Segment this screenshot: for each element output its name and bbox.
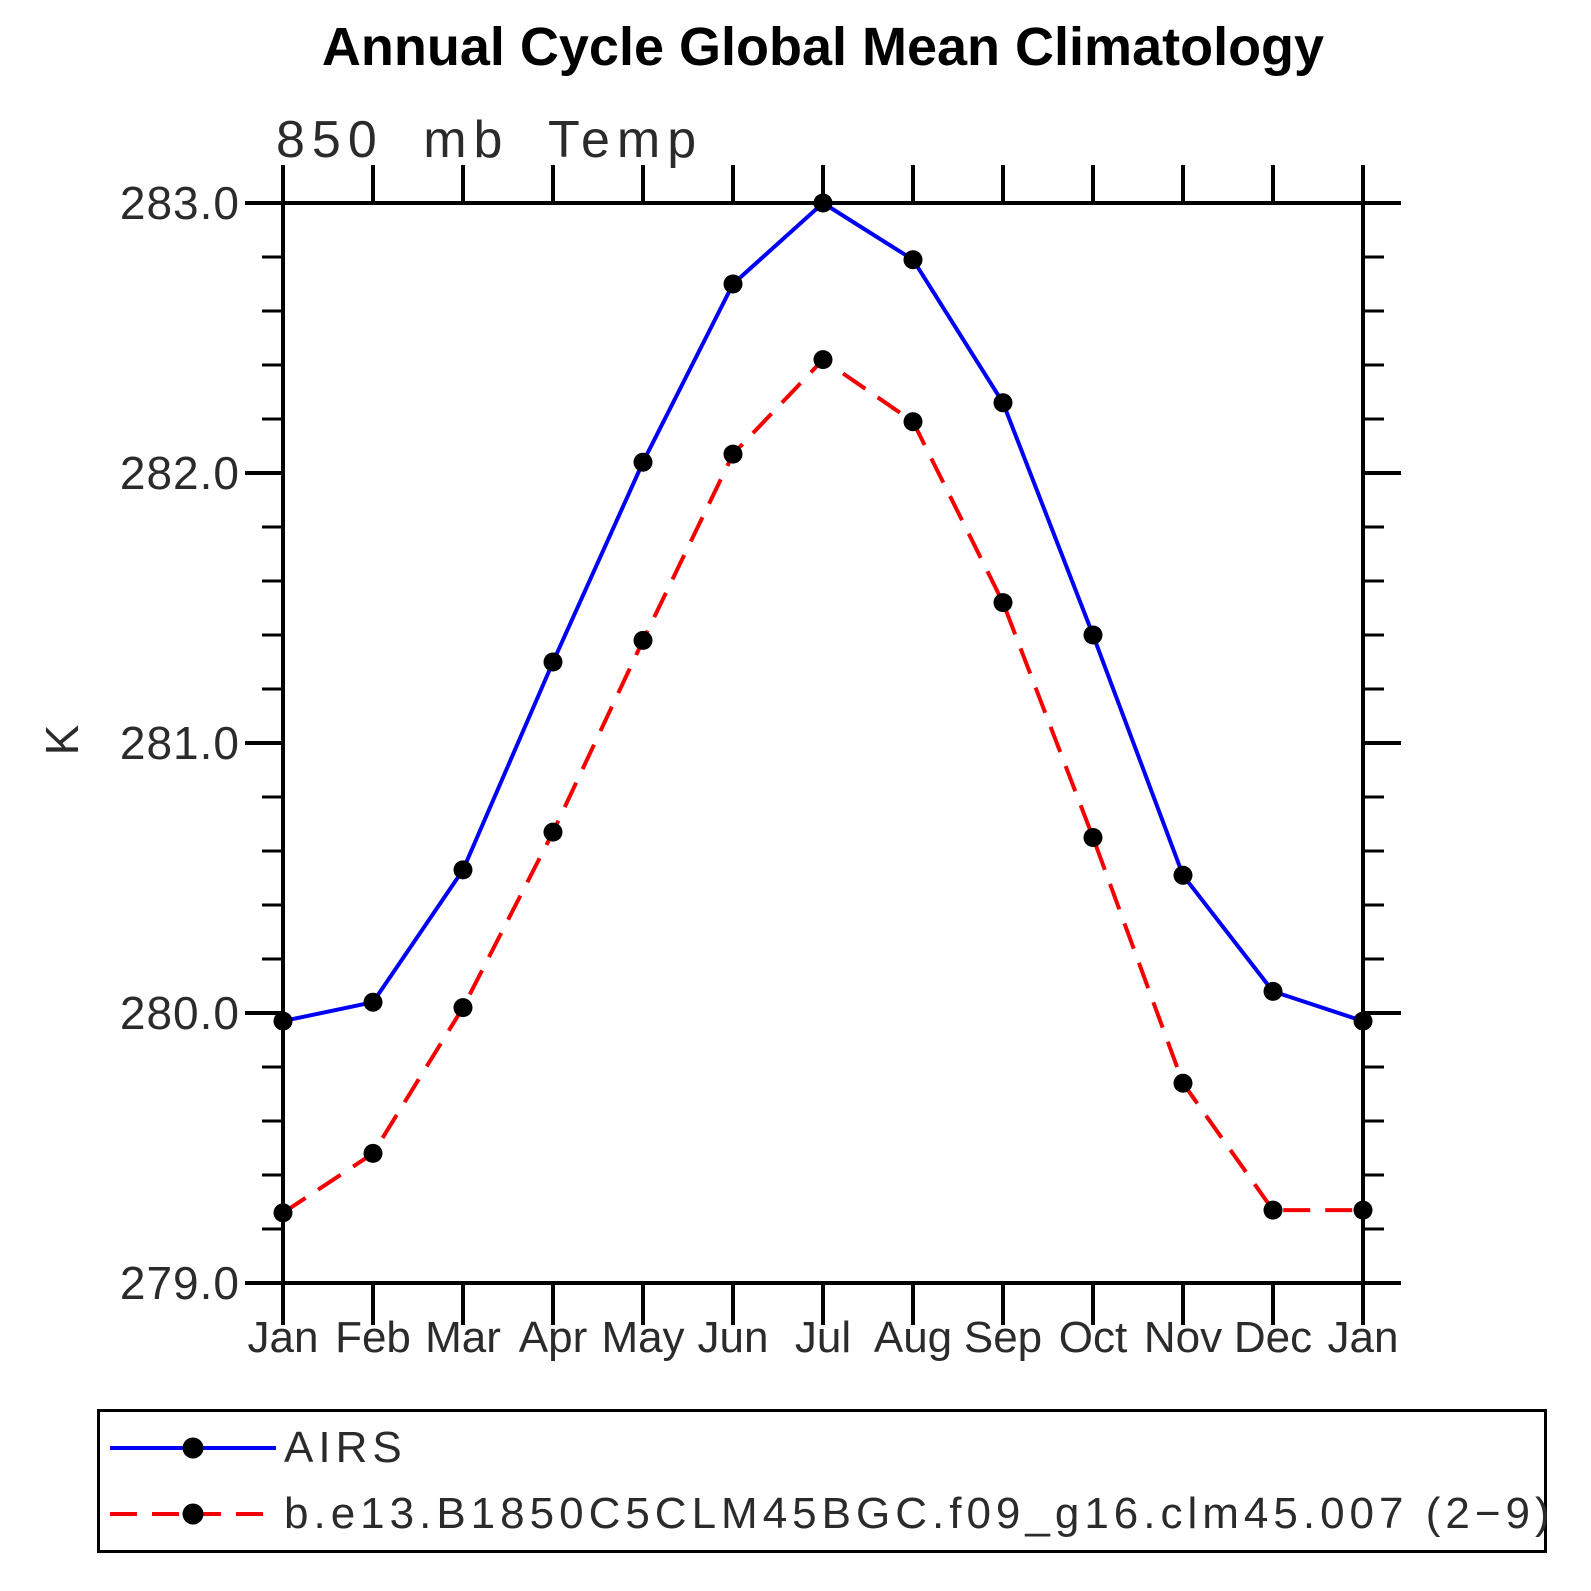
y-tick-label: 280.0 [120,987,240,1039]
x-tick-label: Dec [1234,1313,1312,1362]
data-point-marker [363,992,383,1012]
data-point-marker [273,1203,293,1223]
y-tick-label: 279.0 [120,1257,240,1309]
data-point-marker [633,630,653,650]
chart-title: Annual Cycle Global Mean Climatology [321,17,1325,77]
data-point-marker [1083,828,1103,847]
legend-label-model: b.e13.B1850C5CLM45BGC.f09_g16.clm45.007 … [284,1489,1555,1538]
data-point-marker [633,452,653,472]
y-tick-label: 283.0 [120,177,240,229]
legend-line-dashed-sample [110,1503,276,1525]
data-point-marker [1353,1011,1373,1031]
x-tick-label: Jan [1328,1313,1399,1362]
x-tick-label: May [601,1313,684,1362]
x-tick-label: Oct [1059,1313,1127,1362]
series-line-airs [282,201,1364,1024]
data-point-marker [273,1011,293,1031]
x-tick-label: Apr [519,1313,587,1362]
y-tick-label: 281.0 [120,717,240,769]
y-tick-label: 282.0 [120,447,240,499]
legend-box: AIRS b.e13.B1850C5CLM45BGC.f09_g16.clm45… [97,1409,1550,1553]
data-point-marker [723,274,743,294]
x-tick-label: Feb [335,1313,411,1362]
data-point-marker [1083,625,1103,645]
x-tick-label: Sep [964,1313,1042,1362]
data-point-marker [903,250,923,270]
data-point-marker [363,1143,383,1163]
x-tick-label: Jun [698,1313,769,1362]
legend-line-solid-sample [110,1437,276,1459]
data-point-marker [1173,865,1193,885]
data-point-marker [723,444,743,464]
x-tick-label: Aug [874,1313,952,1362]
data-point-marker [543,652,563,672]
x-tick-label: Jan [248,1313,319,1362]
legend-row-model: b.e13.B1850C5CLM45BGC.f09_g16.clm45.007 … [100,1481,1550,1547]
data-point-marker [453,860,473,880]
legend-marker-dot [182,1503,204,1525]
legend-marker-dot [182,1437,204,1459]
data-point-marker [993,593,1013,613]
legend-label-airs: AIRS [284,1423,407,1472]
data-point-marker [1263,981,1283,1001]
legend-row-airs: AIRS [100,1415,1544,1481]
data-point-marker [1263,1200,1283,1220]
x-tick-label: Mar [425,1313,501,1362]
data-point-marker [993,393,1013,413]
data-point-marker [813,193,833,213]
data-point-marker [1173,1073,1193,1093]
data-point-marker [813,350,833,370]
data-point-marker [453,998,473,1018]
data-point-marker [1353,1200,1373,1220]
x-tick-label: Jul [795,1313,851,1362]
chart-subtitle: 850 mb Temp [276,111,704,169]
series-line-model [281,357,1363,1215]
x-tick-label: Nov [1144,1313,1222,1362]
data-point-marker [903,412,923,432]
data-point-marker [543,822,563,842]
